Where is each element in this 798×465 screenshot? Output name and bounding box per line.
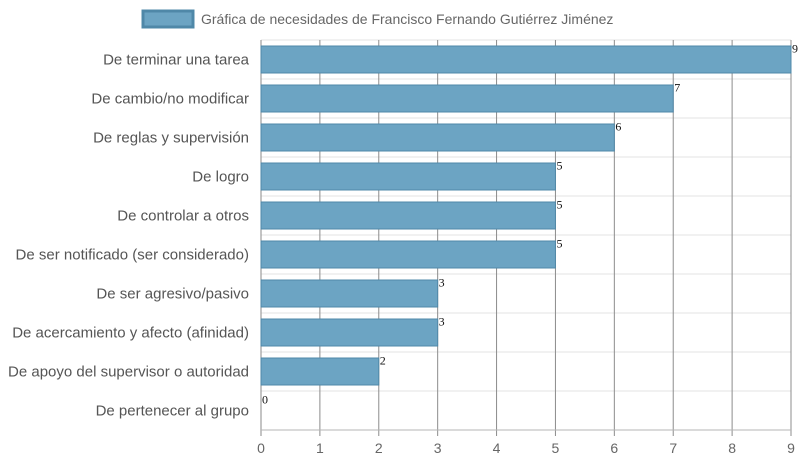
data-label: 3 (439, 315, 445, 329)
category-label: De reglas y supervisión (93, 130, 249, 147)
bar[interactable] (260, 318, 439, 347)
data-label: 3 (439, 276, 445, 290)
data-label: 9 (792, 42, 798, 56)
data-label: 5 (556, 198, 562, 212)
category-label: De acercamiento y afecto (afinidad) (12, 325, 249, 342)
x-tick-label: 0 (257, 440, 265, 456)
x-tick-label: 4 (493, 440, 501, 456)
bar[interactable] (260, 240, 556, 269)
x-tick-label: 9 (787, 440, 795, 456)
bar[interactable] (260, 357, 380, 386)
bar[interactable] (260, 162, 556, 191)
category-label: De ser notificado (ser considerado) (16, 247, 249, 264)
x-tick-label: 6 (610, 440, 618, 456)
bar[interactable] (260, 201, 556, 230)
data-label: 7 (674, 81, 680, 95)
x-tick-label: 7 (669, 440, 677, 456)
x-axis-ticks: 0 1 2 3 4 5 6 7 8 9 (257, 440, 795, 456)
data-label: 5 (556, 159, 562, 173)
legend[interactable]: Gráfica de necesidades de Francisco Fern… (141, 9, 613, 29)
x-tick-label: 2 (375, 440, 383, 456)
x-tick-label: 8 (728, 440, 736, 456)
bar[interactable] (260, 123, 615, 152)
data-label: 0 (262, 393, 268, 407)
legend-swatch (141, 9, 195, 29)
bar[interactable] (260, 45, 792, 74)
category-label: De cambio/no modificar (91, 91, 249, 108)
category-label: De apoyo del supervisor o autoridad (8, 364, 249, 381)
category-label: De terminar una tarea (103, 52, 250, 69)
category-label: De pertenecer al grupo (96, 403, 249, 420)
data-label: 2 (380, 354, 386, 368)
x-tick-label: 1 (316, 440, 324, 456)
data-label: 5 (556, 237, 562, 251)
bar[interactable] (260, 279, 439, 308)
category-label: De ser agresivo/pasivo (96, 286, 249, 303)
x-tick-label: 3 (434, 440, 442, 456)
data-labels: 9 7 6 5 5 5 3 3 2 0 (262, 42, 798, 407)
category-label: De logro (192, 169, 249, 186)
legend-series-label: Gráfica de necesidades de Francisco Fern… (201, 11, 613, 27)
data-label: 6 (615, 120, 621, 134)
x-tick-label: 5 (552, 440, 560, 456)
category-labels: De terminar una tarea De cambio/no modifi… (8, 52, 250, 420)
bars (260, 45, 792, 386)
category-label: De controlar a otros (117, 208, 249, 225)
bar[interactable] (260, 84, 674, 113)
